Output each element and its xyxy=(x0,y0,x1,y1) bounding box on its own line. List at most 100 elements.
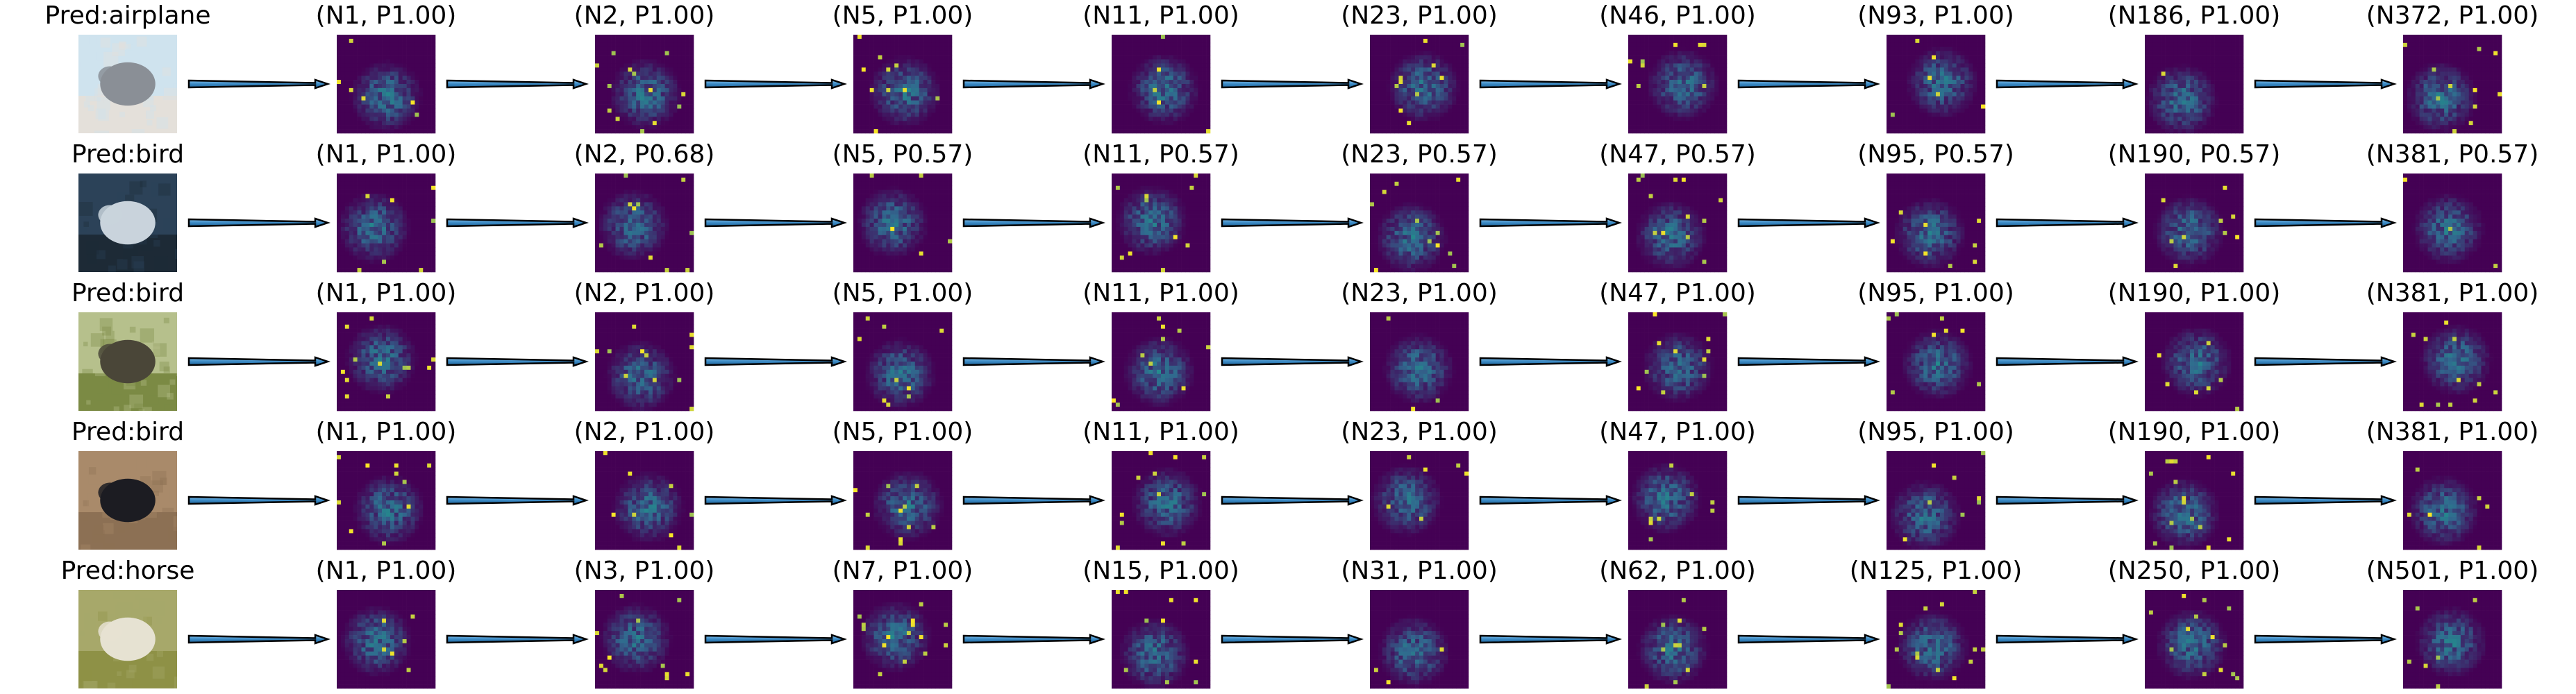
arrow-icon xyxy=(705,635,844,643)
saliency-heatmap xyxy=(1628,451,1727,550)
saliency-heatmap xyxy=(1628,35,1727,133)
saliency-heatmap xyxy=(1887,590,1985,688)
saliency-heatmap xyxy=(2145,174,2243,272)
saliency-heatmap xyxy=(853,174,952,272)
saliency-heatmap xyxy=(1887,35,1985,133)
saliency-heatmap xyxy=(2403,312,2502,411)
saliency-heatmap xyxy=(1887,174,1985,272)
step-label: (N2, P1.00) xyxy=(574,279,715,307)
step-label: (N93, P1.00) xyxy=(1857,1,2014,30)
arrow-icon xyxy=(447,80,586,88)
step-label: (N47, P1.00) xyxy=(1599,279,1756,307)
arrow-icon xyxy=(705,357,844,366)
prediction-label: Pred:bird xyxy=(72,279,184,307)
step-label: (N95, P0.57) xyxy=(1857,140,2014,169)
arrow-icon xyxy=(705,219,844,227)
arrow-icon xyxy=(1480,635,1619,643)
step-label: (N7, P1.00) xyxy=(833,557,973,585)
step-label: (N11, P1.00) xyxy=(1082,418,1239,446)
step-label: (N381, P1.00) xyxy=(2366,418,2539,446)
step-label: (N11, P1.00) xyxy=(1082,1,1239,30)
arrow-icon xyxy=(705,80,844,88)
saliency-heatmap xyxy=(1370,312,1469,411)
arrow-icon xyxy=(964,635,1103,643)
saliency-heatmap xyxy=(2403,35,2502,133)
arrow-icon xyxy=(2255,80,2394,88)
prediction-label: Pred:bird xyxy=(72,140,184,169)
step-label: (N95, P1.00) xyxy=(1857,279,2014,307)
saliency-heatmap xyxy=(337,451,435,550)
arrow-icon xyxy=(189,357,328,366)
arrow-icon xyxy=(1222,80,1361,88)
step-label: (N23, P0.57) xyxy=(1341,140,1498,169)
arrow-icon xyxy=(1222,219,1361,227)
step-label: (N1, P1.00) xyxy=(316,279,457,307)
arrow-icon xyxy=(1997,80,2136,88)
saliency-heatmap xyxy=(1887,451,1985,550)
prediction-label: Pred:horse xyxy=(61,557,195,585)
arrow-icon xyxy=(1480,357,1619,366)
saliency-heatmap xyxy=(1370,590,1469,688)
step-label: (N1, P1.00) xyxy=(316,1,457,30)
saliency-heatmap xyxy=(1112,451,1210,550)
step-label: (N250, P1.00) xyxy=(2108,557,2280,585)
step-label: (N2, P0.68) xyxy=(574,140,715,169)
step-label: (N5, P0.57) xyxy=(833,140,973,169)
step-label: (N95, P1.00) xyxy=(1857,418,2014,446)
arrow-icon xyxy=(2255,219,2394,227)
arrow-icon xyxy=(1997,357,2136,366)
arrow-icon xyxy=(2255,357,2394,366)
saliency-heatmap xyxy=(1628,174,1727,272)
input-thumbnail xyxy=(78,312,177,411)
step-label: (N31, P1.00) xyxy=(1341,557,1498,585)
step-label: (N125, P1.00) xyxy=(1850,557,2022,585)
saliency-heatmap xyxy=(595,312,694,411)
arrow-icon xyxy=(447,357,586,366)
saliency-heatmap xyxy=(1370,451,1469,550)
prediction-label: Pred:bird xyxy=(72,418,184,446)
saliency-heatmap xyxy=(337,174,435,272)
saliency-heatmap xyxy=(2403,451,2502,550)
step-label: (N62, P1.00) xyxy=(1599,557,1756,585)
saliency-heatmap xyxy=(595,174,694,272)
saliency-heatmap xyxy=(595,590,694,688)
step-label: (N2, P1.00) xyxy=(574,1,715,30)
step-label: (N190, P0.57) xyxy=(2108,140,2280,169)
step-label: (N186, P1.00) xyxy=(2108,1,2280,30)
step-label: (N1, P1.00) xyxy=(316,557,457,585)
prediction-label: Pred:airplane xyxy=(45,1,211,30)
input-thumbnail xyxy=(78,451,177,550)
saliency-heatmap xyxy=(337,590,435,688)
arrow-icon xyxy=(964,357,1103,366)
saliency-heatmap xyxy=(1112,35,1210,133)
step-label: (N11, P0.57) xyxy=(1082,140,1239,169)
arrow-icon xyxy=(2255,496,2394,505)
arrow-icon xyxy=(1480,219,1619,227)
arrow-icon xyxy=(1222,635,1361,643)
step-label: (N47, P0.57) xyxy=(1599,140,1756,169)
arrow-icon xyxy=(447,219,586,227)
step-label: (N23, P1.00) xyxy=(1341,418,1498,446)
saliency-heatmap xyxy=(853,451,952,550)
step-label: (N501, P1.00) xyxy=(2366,557,2539,585)
input-thumbnail xyxy=(78,174,177,272)
step-label: (N11, P1.00) xyxy=(1082,279,1239,307)
saliency-heatmap xyxy=(853,312,952,411)
saliency-heatmap xyxy=(2145,590,2243,688)
arrow-icon xyxy=(1480,496,1619,505)
step-label: (N381, P1.00) xyxy=(2366,279,2539,307)
saliency-heatmap xyxy=(1370,35,1469,133)
arrow-icon xyxy=(189,80,328,88)
input-thumbnail xyxy=(78,590,177,688)
saliency-heatmap xyxy=(337,312,435,411)
step-label: (N2, P1.00) xyxy=(574,418,715,446)
step-label: (N3, P1.00) xyxy=(574,557,715,585)
step-label: (N381, P0.57) xyxy=(2366,140,2539,169)
saliency-heatmap xyxy=(2403,174,2502,272)
saliency-heatmap xyxy=(1628,590,1727,688)
arrow-icon xyxy=(2255,635,2394,643)
arrow-icon xyxy=(964,496,1103,505)
step-label: (N372, P1.00) xyxy=(2366,1,2539,30)
arrow-icon xyxy=(189,219,328,227)
saliency-heatmap xyxy=(2403,590,2502,688)
